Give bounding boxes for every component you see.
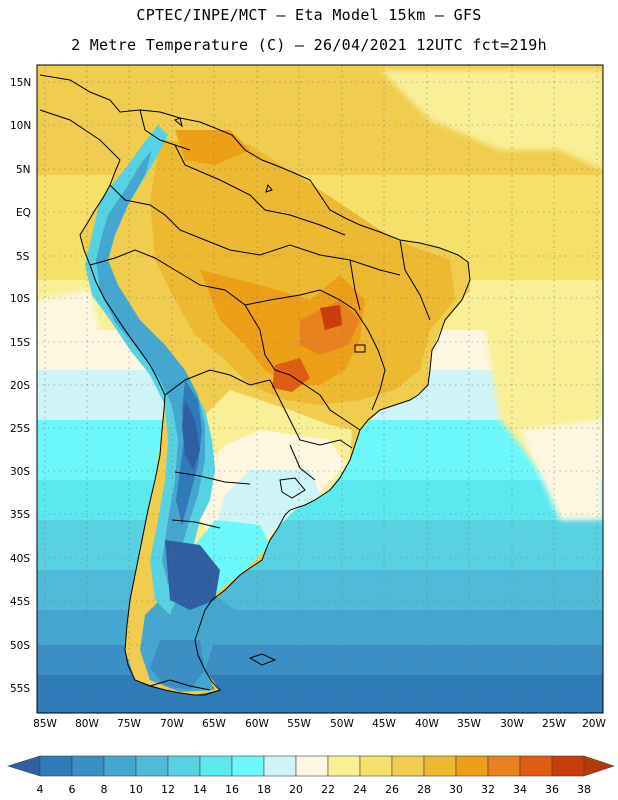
legend-label: 30 xyxy=(449,783,463,796)
lon-tick: 40W xyxy=(415,718,439,730)
legend-label: 16 xyxy=(225,783,239,796)
legend-swatch xyxy=(167,755,201,777)
legend-label: 12 xyxy=(161,783,175,796)
lat-tick: 25S xyxy=(10,423,30,435)
legend-label: 38 xyxy=(577,783,591,796)
lat-tick: 50S xyxy=(10,640,30,652)
legend-swatch xyxy=(327,755,361,777)
legend-label: 8 xyxy=(101,783,108,796)
legend-swatches xyxy=(6,755,615,777)
lat-tick: 5N xyxy=(16,164,31,176)
map-title-line1: CPTEC/INPE/MCT – Eta Model 15km – GFS xyxy=(136,6,482,24)
legend-label: 36 xyxy=(545,783,559,796)
legend-swatch xyxy=(423,755,457,777)
legend-label: 24 xyxy=(353,783,367,796)
lat-tick: 15S xyxy=(10,337,30,349)
legend-swatch xyxy=(487,755,521,777)
legend-swatch xyxy=(391,755,425,777)
legend-swatch xyxy=(135,755,169,777)
legend-label: 14 xyxy=(193,783,207,796)
legend-label: 26 xyxy=(385,783,399,796)
legend-label: 10 xyxy=(129,783,143,796)
temperature-map: 15N 10N 5N EQ 5S 10S 15S 20S 25S 30S 35S… xyxy=(10,64,606,730)
lat-tick: EQ xyxy=(16,207,31,219)
legend-label: 18 xyxy=(257,783,271,796)
lon-tick: 70W xyxy=(160,718,184,730)
legend-swatch xyxy=(71,755,105,777)
lat-tick: 20S xyxy=(10,380,30,392)
lon-tick: 55W xyxy=(287,718,311,730)
lat-tick: 55S xyxy=(10,683,30,695)
temperature-field xyxy=(37,65,603,713)
lon-tick: 20W xyxy=(582,718,606,730)
lon-tick: 30W xyxy=(500,718,524,730)
legend-swatch-high xyxy=(583,755,615,777)
legend-swatch xyxy=(551,755,585,777)
legend-label: 6 xyxy=(69,783,76,796)
legend-swatch xyxy=(359,755,393,777)
legend-label: 34 xyxy=(513,783,527,796)
legend-label: 32 xyxy=(481,783,495,796)
map-title-line2: 2 Metre Temperature (C) – 26/04/2021 12U… xyxy=(71,36,547,54)
map-frame xyxy=(36,64,604,714)
legend-swatch xyxy=(103,755,137,777)
lat-tick: 10S xyxy=(10,293,30,305)
lat-tick: 10N xyxy=(10,120,31,132)
lat-tick: 40S xyxy=(10,553,30,565)
lon-tick: 50W xyxy=(330,718,354,730)
legend-swatch xyxy=(39,755,73,777)
legend-swatch xyxy=(199,755,233,777)
lon-tick: 45W xyxy=(372,718,396,730)
legend-label: 28 xyxy=(417,783,431,796)
latitude-axis: 15N 10N 5N EQ 5S 10S 15S 20S 25S 30S 35S… xyxy=(10,77,31,695)
longitude-axis: 85W 80W 75W 70W 65W 60W 55W 50W 45W 40W … xyxy=(33,718,606,730)
lon-tick: 80W xyxy=(75,718,99,730)
lon-tick: 65W xyxy=(202,718,226,730)
legend-swatch xyxy=(295,755,329,777)
legend-swatch xyxy=(231,755,265,777)
legend-labels: 4 6 8 10 12 14 16 18 20 22 24 26 28 30 32 34 36 38 xyxy=(37,783,592,796)
legend-label: 20 xyxy=(289,783,303,796)
lat-tick: 30S xyxy=(10,466,30,478)
lon-tick: 60W xyxy=(245,718,269,730)
lat-tick: 15N xyxy=(10,77,31,89)
legend-swatch-low xyxy=(6,755,41,777)
lon-tick: 85W xyxy=(33,718,57,730)
lon-tick: 75W xyxy=(117,718,141,730)
color-legend: 4 6 8 10 12 14 16 18 20 22 24 26 28 30 32 34 36 38 xyxy=(6,755,615,796)
legend-swatch xyxy=(455,755,489,777)
legend-swatch xyxy=(519,755,553,777)
lat-tick: 45S xyxy=(10,596,30,608)
lon-tick: 25W xyxy=(542,718,566,730)
legend-label: 4 xyxy=(37,783,44,796)
legend-swatch xyxy=(263,755,297,777)
lon-tick: 35W xyxy=(457,718,481,730)
coastlines-borders xyxy=(39,74,471,696)
lat-tick: 5S xyxy=(16,251,30,263)
legend-label: 22 xyxy=(321,783,335,796)
lat-tick: 35S xyxy=(10,509,30,521)
